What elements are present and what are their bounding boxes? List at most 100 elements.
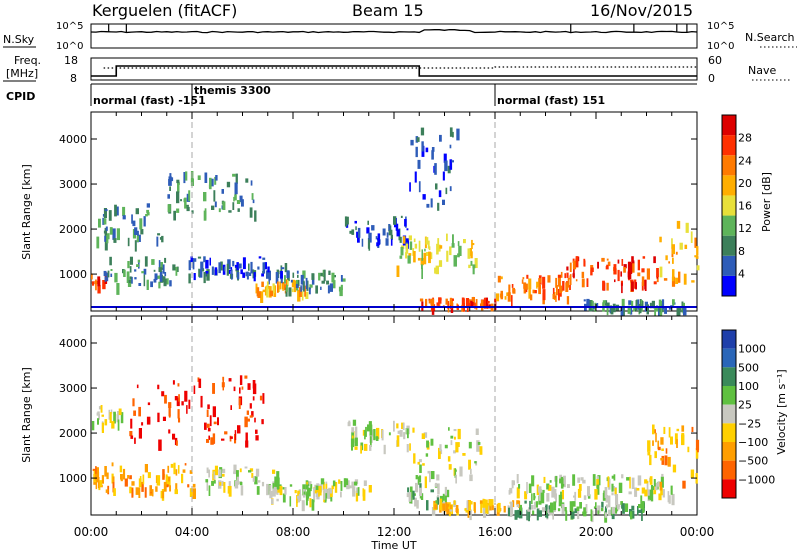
data-cell — [430, 438, 434, 446]
data-cell — [664, 455, 668, 466]
data-cell — [252, 199, 255, 204]
data-cell — [138, 406, 141, 417]
data-cell — [438, 190, 442, 198]
data-cell — [223, 482, 226, 493]
data-cell — [438, 447, 441, 459]
data-cell — [469, 509, 472, 521]
data-cell — [91, 281, 95, 284]
data-cell — [226, 263, 229, 276]
data-cell — [351, 229, 355, 235]
data-cell — [415, 475, 418, 480]
data-cell — [275, 272, 279, 284]
data-cell — [430, 489, 434, 493]
data-cell — [143, 274, 146, 287]
data-cell — [234, 430, 237, 441]
data-cell — [361, 238, 364, 247]
data-cell — [527, 509, 531, 512]
data-cell — [139, 218, 143, 230]
colorbar-swatch — [722, 386, 736, 405]
data-cell — [116, 283, 120, 295]
data-cell — [143, 268, 147, 275]
data-cell — [613, 474, 616, 481]
data-cell — [274, 484, 277, 489]
colorbar-swatch — [722, 367, 736, 386]
data-cell — [429, 471, 431, 483]
data-cell — [654, 307, 656, 316]
data-cell — [395, 223, 399, 231]
data-cell — [231, 269, 233, 280]
data-cell — [306, 481, 309, 489]
data-cell — [159, 237, 164, 240]
data-cell — [631, 300, 634, 307]
data-cell — [448, 464, 452, 470]
data-cell — [650, 491, 654, 495]
data-cell — [442, 503, 446, 511]
data-cell — [610, 306, 614, 315]
data-cell — [467, 248, 471, 259]
data-cell — [658, 493, 662, 501]
data-cell — [451, 160, 454, 163]
data-cell — [631, 477, 635, 489]
data-cell — [214, 267, 218, 276]
data-cell — [160, 262, 163, 269]
data-cell — [184, 463, 187, 466]
data-cell — [338, 286, 342, 292]
data-cell — [251, 411, 254, 417]
data-cell — [631, 505, 635, 511]
colorbar-swatch — [722, 404, 736, 424]
x-tick-label: 04:00 — [175, 525, 210, 539]
data-cell — [102, 280, 106, 290]
data-cell — [659, 266, 663, 278]
data-cell — [338, 479, 341, 484]
colorbar-swatch — [722, 442, 736, 461]
data-cell — [234, 194, 237, 201]
data-cell — [399, 255, 403, 259]
data-cell — [318, 272, 321, 281]
data-cell — [262, 393, 265, 404]
data-cell — [298, 279, 300, 287]
data-cell — [239, 387, 241, 394]
data-cell — [146, 279, 149, 290]
data-cell — [244, 416, 248, 428]
data-cell — [193, 385, 196, 394]
data-cell — [611, 506, 616, 514]
data-cell — [106, 472, 109, 480]
data-cell — [228, 481, 231, 487]
data-cell — [176, 440, 178, 446]
data-cell — [245, 440, 249, 448]
data-cell — [638, 504, 641, 509]
data-cell — [553, 501, 557, 511]
data-cell — [112, 476, 115, 485]
data-cell — [399, 236, 402, 243]
data-cell — [616, 504, 620, 510]
data-cell — [102, 217, 105, 225]
data-cell — [303, 280, 305, 292]
data-cell — [468, 459, 471, 470]
data-cell — [530, 505, 534, 510]
data-cell — [533, 495, 536, 499]
data-cell — [427, 240, 430, 249]
data-cell — [484, 499, 488, 506]
data-cell — [449, 297, 452, 306]
data-cell — [276, 477, 280, 487]
data-cell — [279, 281, 282, 290]
data-cell — [634, 487, 638, 497]
data-cell — [131, 214, 133, 224]
data-cell — [305, 493, 308, 506]
data-cell — [602, 300, 606, 304]
data-cell — [560, 476, 564, 489]
data-cell — [651, 300, 655, 308]
data-cell — [323, 269, 326, 282]
data-cell — [436, 474, 440, 481]
data-cell — [676, 220, 681, 229]
data-cell — [113, 411, 116, 424]
data-cell — [431, 507, 436, 516]
data-cell — [622, 503, 625, 514]
data-cell — [418, 240, 421, 252]
data-cell — [530, 294, 533, 301]
data-cell — [170, 463, 174, 468]
data-cell — [266, 483, 269, 496]
data-cell — [459, 466, 463, 477]
data-cell — [574, 491, 577, 501]
